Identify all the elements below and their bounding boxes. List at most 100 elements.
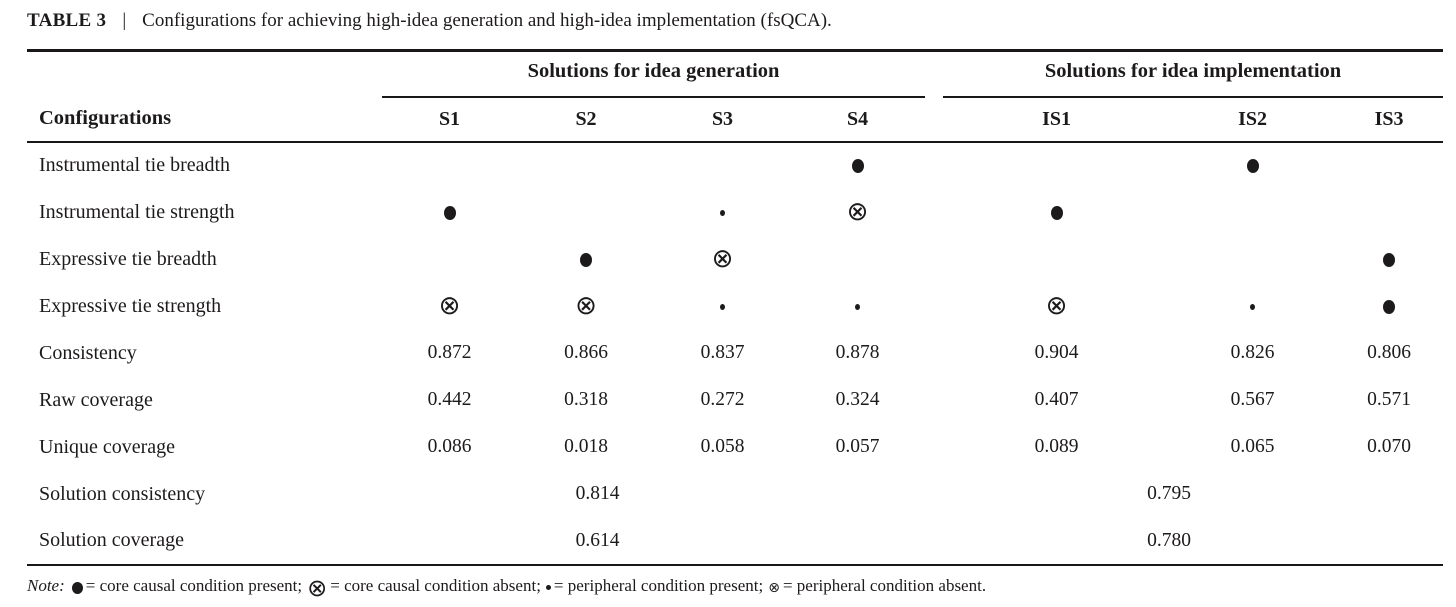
symbol-cell-s1 <box>382 236 517 283</box>
table-body: Instrumental tie breadth Instrumental tie… <box>27 142 1443 565</box>
column-header-s1: S1 <box>382 96 517 143</box>
value-cell-s3: 0.837 <box>700 342 745 363</box>
symbol-cell-s1 <box>382 142 517 189</box>
value-cell-s1: 0.872 <box>427 342 472 363</box>
table-note: Note: = core causal condition present; ⊗ = … <box>27 576 1443 600</box>
value-cell-s4: 0.324 <box>835 389 880 410</box>
symbol-cell-is3 <box>1335 283 1443 330</box>
symbol-cell-s4 <box>790 283 925 330</box>
core-absent-icon: ⊗ <box>711 244 734 274</box>
symbol-cell-s3 <box>655 283 790 330</box>
symbol-cell-s3 <box>655 142 790 189</box>
column-header-s4: S4 <box>790 96 926 143</box>
core-present-icon <box>443 205 456 220</box>
value-cell-s3: 0.272 <box>700 389 745 410</box>
symbol-cell-s2 <box>517 236 655 283</box>
spacer-cell <box>925 142 943 189</box>
table-row: Solution coverage 0.614 0.780 <box>27 518 1443 565</box>
peripheral-present-icon <box>545 585 551 590</box>
config-table: Solutions for idea generation Solutions … <box>27 49 1444 566</box>
core-present-icon <box>580 252 592 267</box>
value-cell-is1: 0.089 <box>1034 436 1079 457</box>
value-cell-s3: 0.058 <box>700 436 745 457</box>
value-cell-is2: 0.826 <box>1230 342 1275 363</box>
peripheral-present-icon <box>1250 303 1256 310</box>
value-cell-s4: 0.878 <box>835 342 880 363</box>
value-cell-s2: 0.018 <box>564 436 608 457</box>
table-row: Consistency 0.872 0.866 0.837 0.878 0.904 0.82… <box>27 330 1443 377</box>
note-text-core-absent: = core causal condition absent; <box>330 576 541 596</box>
core-absent-icon: ⊗ <box>1045 291 1068 321</box>
note-text-peripheral-present: = peripheral condition present; <box>553 576 764 596</box>
symbol-cell-is1 <box>943 142 1170 189</box>
symbol-cell-is2 <box>1170 283 1335 330</box>
value-cell-s2: 0.866 <box>564 342 608 363</box>
table-row: Instrumental tie strength ⊗ <box>27 189 1443 236</box>
row-label: Instrumental tie strength <box>39 200 235 223</box>
spacer-cell <box>925 330 943 377</box>
spacer-cell <box>925 189 943 236</box>
table-row: Expressive tie breadth ⊗ <box>27 236 1443 283</box>
solution-value-generation: 0.814 <box>575 483 620 504</box>
symbol-cell-s1 <box>382 189 517 236</box>
core-present-icon <box>1050 205 1063 220</box>
symbol-cell-s3: ⊗ <box>655 236 790 283</box>
table-row: Raw coverage 0.442 0.318 0.272 0.324 0.407 0.5… <box>27 377 1443 424</box>
symbol-cell-s4 <box>790 236 925 283</box>
group-header-implementation: Solutions for idea implementation <box>943 50 1444 98</box>
symbol-cell-is2 <box>1170 236 1335 283</box>
note-text-peripheral-absent: = peripheral condition absent. <box>782 576 987 596</box>
group-header-generation: Solutions for idea generation <box>382 50 926 98</box>
spacer-cell <box>925 518 943 565</box>
row-label: Expressive tie breadth <box>39 247 217 270</box>
value-cell-s4: 0.057 <box>835 436 880 457</box>
spacer-cell <box>925 424 943 471</box>
note-prefix: Note: <box>27 576 65 596</box>
value-cell-s2: 0.318 <box>564 389 608 410</box>
row-label: Solution coverage <box>39 529 184 551</box>
value-cell-is1: 0.904 <box>1034 342 1079 363</box>
value-cell-is2: 0.065 <box>1230 436 1275 457</box>
value-cell-is3: 0.070 <box>1367 436 1411 457</box>
row-label: Expressive tie strength <box>39 294 222 317</box>
symbol-cell-s2 <box>517 142 655 189</box>
peripheral-present-icon <box>720 209 725 216</box>
spacer-cell <box>925 377 943 424</box>
group-header-row: Solutions for idea generation Solutions … <box>27 50 1444 98</box>
symbol-cell-s1: ⊗ <box>382 283 517 330</box>
column-header-s3: S3 <box>655 96 790 143</box>
symbol-cell-is1: ⊗ <box>943 283 1170 330</box>
title-separator: | <box>122 10 127 31</box>
peripheral-absent-icon: ⊗ <box>768 579 780 596</box>
spacer-cell <box>925 283 943 330</box>
symbol-cell-is1 <box>943 236 1170 283</box>
table-number: TABLE 3 <box>27 10 107 31</box>
group-header-spacer <box>925 51 943 97</box>
row-label: Raw coverage <box>39 388 153 411</box>
solution-value-implementation: 0.780 <box>1147 529 1191 551</box>
row-label: Instrumental tie breadth <box>39 154 231 176</box>
core-present-icon <box>851 159 864 174</box>
solution-value-implementation: 0.795 <box>1147 483 1191 504</box>
table-row: Solution consistency 0.814 0.795 <box>27 471 1443 518</box>
table-row: Unique coverage 0.086 0.018 0.058 0.057 0.089… <box>27 424 1443 471</box>
core-present-icon <box>1383 299 1396 314</box>
value-cell-is2: 0.567 <box>1230 389 1275 410</box>
column-header-is1: IS1 <box>943 96 1171 143</box>
core-absent-icon: ⊗ <box>307 573 328 602</box>
table-caption: Configurations for achieving high-idea g… <box>142 10 832 31</box>
core-absent-icon: ⊗ <box>846 197 869 227</box>
symbol-cell-is2 <box>1170 142 1335 189</box>
symbol-cell-s2: ⊗ <box>517 283 655 330</box>
spacer-cell <box>925 471 943 518</box>
peripheral-present-icon <box>855 303 861 310</box>
solution-value-generation: 0.614 <box>575 529 620 551</box>
symbol-cell-is3 <box>1335 142 1443 189</box>
table-title: TABLE 3 | Configurations for achieving hig… <box>27 8 1443 34</box>
column-header-is2: IS2 <box>1170 96 1336 143</box>
note-text-core-present: = core causal condition present; <box>85 576 303 596</box>
core-absent-icon: ⊗ <box>575 291 597 321</box>
symbol-cell-is2 <box>1170 189 1335 236</box>
core-present-icon <box>1246 159 1259 174</box>
symbol-cell-s4 <box>790 142 925 189</box>
